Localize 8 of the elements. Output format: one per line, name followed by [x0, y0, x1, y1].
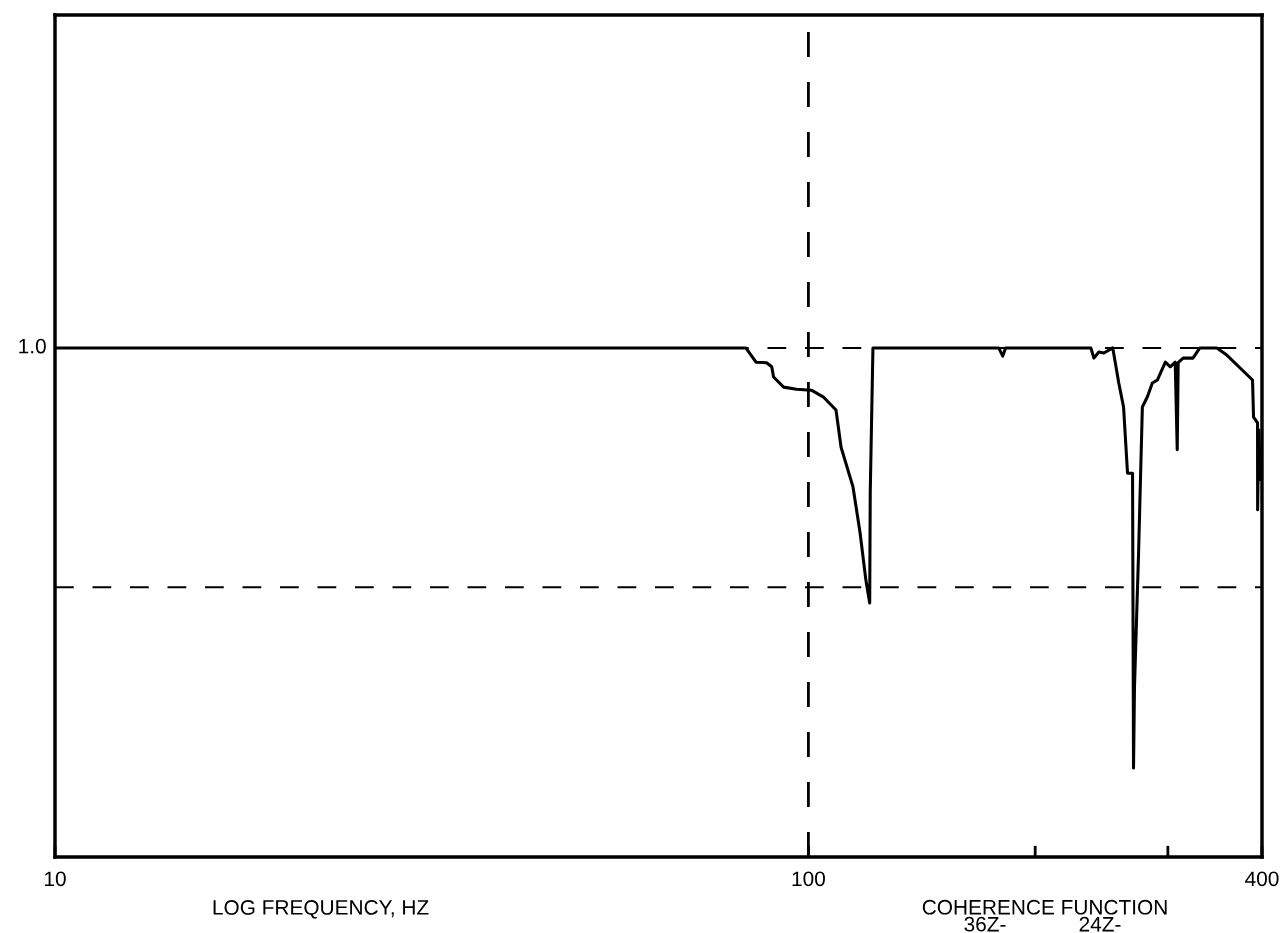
text: 24Z- [1079, 916, 1121, 932]
x-tick-label: 100 [792, 871, 825, 887]
x-tick-label: 400 [1245, 871, 1279, 887]
ref-line-label: 1.0 [19, 338, 46, 354]
x-tick-label: 10 [45, 871, 66, 887]
x-axis-title: LOG FREQUENCY, HZ [213, 900, 429, 919]
text: COHERENCE FUNCTION [922, 899, 1167, 915]
text: 36Z- [964, 916, 1006, 932]
